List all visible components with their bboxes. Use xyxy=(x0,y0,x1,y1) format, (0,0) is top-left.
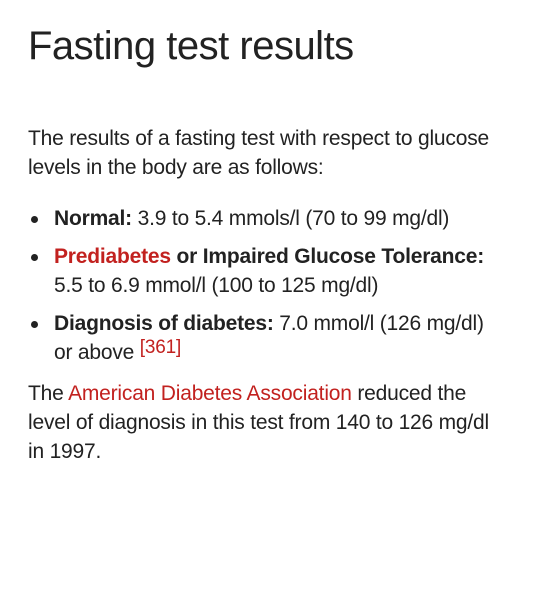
intro-paragraph: The results of a fasting test with respe… xyxy=(28,127,489,179)
outro-text-before: The xyxy=(28,382,69,405)
item-text-diagnosis: 7.0 mmol/l (126 mg/dl) or above xyxy=(54,312,484,364)
outro-paragraph: The American Diabetes Association reduce… xyxy=(28,379,506,466)
list-item-diagnosis: Diagnosis of diabetes: 7.0 mmol/l (126 m… xyxy=(28,309,506,367)
outro-text-after: reduced the level of diagnosis in this t… xyxy=(28,382,489,463)
article: Fasting test results The results of a fa… xyxy=(28,24,506,466)
item-term-normal: Normal: xyxy=(54,207,132,230)
item-text-normal: 3.9 to 5.4 mmols/l (70 to 99 mg/dl) xyxy=(131,207,450,230)
citation-link[interactable]: [361] xyxy=(139,337,182,358)
list-item-normal: Normal: 3.9 to 5.4 mmols/l (70 to 99 mg/… xyxy=(28,204,506,233)
item-term-diagnosis: Diagnosis of diabetes: xyxy=(54,312,274,335)
list-item-prediabetes: Prediabetes or Impaired Glucose Toleranc… xyxy=(28,242,506,300)
item-text-prediabetes: 5.5 to 6.9 mmol/l (100 to 125 mg/dl) xyxy=(54,274,379,297)
results-list: Normal: 3.9 to 5.4 mmols/l (70 to 99 mg/… xyxy=(28,204,506,367)
section-heading: Fasting test results xyxy=(28,24,354,68)
prediabetes-link[interactable]: Prediabetes xyxy=(54,245,171,268)
item-term-prediabetes: or Impaired Glucose Tolerance: xyxy=(170,245,485,268)
ada-link[interactable]: American Diabetes Association xyxy=(68,382,352,405)
